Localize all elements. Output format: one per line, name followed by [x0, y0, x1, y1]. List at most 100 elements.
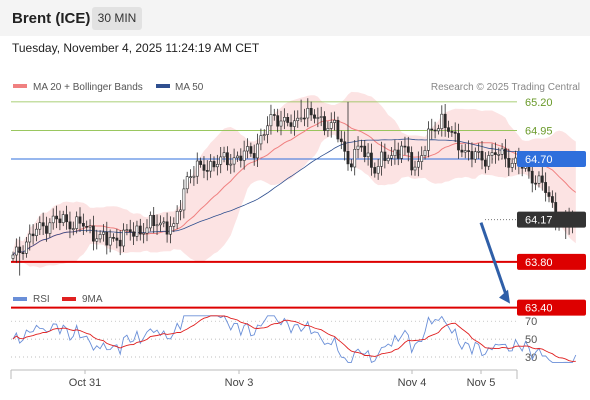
candle-body [400, 145, 404, 159]
candle [503, 139, 507, 168]
candle [302, 108, 306, 127]
candle-body [487, 155, 491, 167]
candle-body [175, 211, 179, 224]
pivot-tag [517, 151, 586, 167]
candle [473, 147, 477, 163]
candle [500, 143, 504, 160]
candle [453, 122, 457, 143]
candle [249, 142, 253, 157]
candle [289, 114, 293, 134]
candle-body [537, 175, 541, 184]
candle-body [128, 229, 132, 233]
candle-body [11, 254, 15, 259]
candle-body [55, 215, 59, 220]
candle-body [333, 120, 337, 123]
candle-body [35, 228, 38, 236]
candle [38, 216, 42, 235]
candle-body [547, 192, 551, 197]
candle [349, 159, 353, 172]
candle [55, 205, 59, 229]
candle [447, 120, 450, 138]
candle [58, 210, 62, 231]
candle-body [410, 152, 414, 171]
candle-body [216, 164, 219, 168]
candle-body [229, 163, 233, 166]
timeframe-badge[interactable]: 30 MIN [92, 7, 142, 30]
candle-body [376, 166, 380, 174]
candle [403, 136, 407, 156]
candle-body [58, 218, 62, 223]
resistance-label-65-20: 65.20 [525, 97, 553, 109]
candle-body [514, 157, 517, 164]
candle [440, 105, 444, 137]
candle-body [162, 221, 166, 224]
candle-body [544, 182, 548, 193]
candle-body [349, 163, 353, 168]
candle-body [493, 152, 497, 155]
candle-body [61, 214, 65, 224]
candle-body [118, 239, 122, 247]
candle-body [309, 108, 313, 116]
candle [256, 133, 259, 167]
candle [102, 224, 105, 242]
candle [514, 150, 517, 170]
candle [450, 126, 454, 137]
candle [88, 219, 92, 234]
candle [236, 151, 239, 162]
candle-body [413, 166, 417, 171]
candle-body [102, 231, 105, 235]
candle-body [199, 160, 203, 165]
candle-body [209, 161, 213, 172]
candle [18, 236, 22, 276]
pivot-tag-label: 64.70 [525, 154, 553, 166]
ma9-legend-label: 9MA [82, 294, 103, 305]
candle [192, 166, 196, 186]
candle [433, 121, 437, 139]
candle [202, 156, 206, 179]
candle-body [353, 149, 357, 168]
candle-body [473, 151, 477, 160]
candle [396, 142, 400, 166]
candle-body [319, 116, 323, 118]
candle [112, 233, 115, 242]
candle-body [82, 223, 85, 227]
candle [266, 116, 270, 144]
candle [11, 251, 15, 262]
candle [132, 222, 136, 245]
candle-body [423, 150, 427, 156]
candle [51, 208, 55, 230]
candle-body [550, 196, 554, 203]
candle [125, 224, 129, 236]
candle-body [346, 151, 350, 165]
candle [61, 210, 65, 227]
candle-body [366, 152, 370, 158]
candle [118, 230, 122, 256]
candle [386, 154, 390, 164]
candle-body [269, 114, 273, 127]
candle-body [159, 222, 162, 226]
candle-body [246, 146, 249, 152]
candle [108, 229, 112, 253]
candle [252, 144, 256, 166]
candle-body [336, 120, 340, 140]
candle-body [182, 188, 186, 211]
candle-body [416, 161, 420, 168]
candle-body [440, 113, 444, 129]
candle-body [242, 150, 246, 161]
candle [460, 144, 464, 158]
candle [239, 148, 243, 168]
candle-body [249, 146, 253, 154]
candle [333, 111, 337, 131]
candle [75, 211, 79, 234]
candle-body [51, 215, 55, 224]
candle [336, 116, 340, 143]
candle [105, 221, 109, 255]
candle-body [507, 158, 511, 168]
candle-body [279, 120, 283, 127]
candle [24, 237, 28, 258]
candle-body [540, 175, 544, 183]
candle [540, 166, 544, 191]
candle-body [436, 128, 440, 132]
candle-body [289, 122, 293, 127]
candle-body [205, 170, 209, 172]
